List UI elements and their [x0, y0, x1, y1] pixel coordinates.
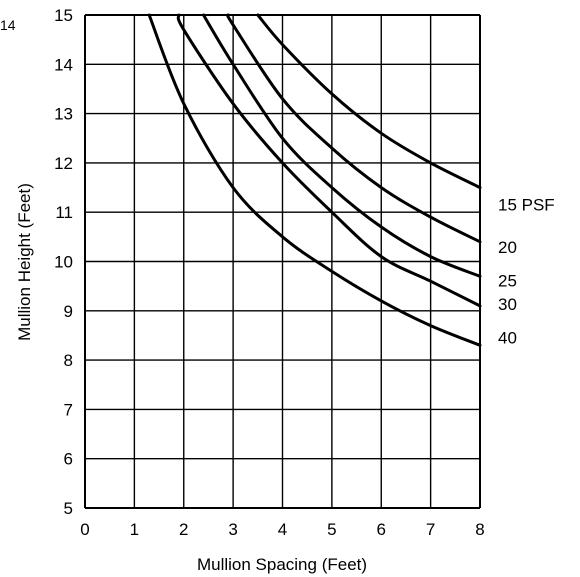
x-axis-title: Mullion Spacing (Feet) [197, 555, 367, 574]
y-tick-label: 6 [64, 450, 73, 469]
series-line [147, 13, 482, 347]
x-tick-label: 3 [228, 520, 237, 539]
y-tick-label: 10 [54, 253, 73, 272]
y-tick-label: 13 [54, 105, 73, 124]
y-tick-label: 14 [54, 55, 73, 74]
x-tick-label: 8 [475, 520, 484, 539]
series-line [226, 13, 482, 244]
grid [84, 14, 481, 509]
x-tick-label: 4 [278, 520, 287, 539]
series-labels: 15 PSF 20 25 30 40 [498, 196, 555, 348]
corner-label: 14 [0, 17, 16, 33]
y-tick-label: 11 [55, 203, 73, 222]
series-label: 30 [498, 295, 517, 314]
series-line [256, 13, 482, 190]
series-label: 20 [498, 238, 517, 257]
y-tick-label: 5 [64, 499, 73, 518]
series-label: 40 [498, 328, 517, 347]
y-axis-ticks: 5 6 7 8 9 10 11 12 13 14 15 [54, 6, 73, 518]
series-label: 25 [498, 271, 517, 290]
series-label: 15 PSF [498, 196, 555, 215]
x-tick-label: 7 [426, 520, 435, 539]
y-tick-label: 8 [64, 351, 73, 370]
x-tick-label: 1 [130, 520, 139, 539]
x-tick-label: 0 [80, 520, 89, 539]
curves [147, 13, 482, 347]
x-axis-ticks: 0 1 2 3 4 5 6 7 8 [80, 520, 484, 539]
series-line [176, 13, 482, 308]
y-tick-label: 9 [64, 302, 73, 321]
y-axis-title: Mullion Height (Feet) [15, 183, 34, 341]
y-tick-label: 7 [64, 400, 73, 419]
x-tick-label: 5 [327, 520, 336, 539]
y-tick-label: 12 [54, 154, 73, 173]
x-tick-label: 6 [377, 520, 386, 539]
x-tick-label: 2 [179, 520, 188, 539]
y-tick-label: 15 [54, 6, 73, 25]
series-line [202, 13, 482, 278]
